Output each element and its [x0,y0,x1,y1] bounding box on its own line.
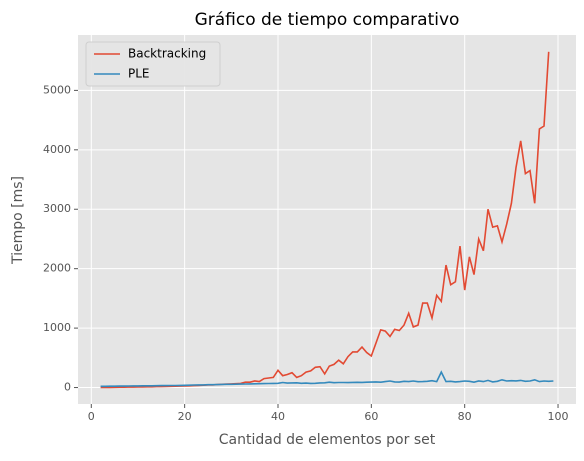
x-tick-label: 20 [178,410,192,423]
y-tick-label: 2000 [43,262,71,275]
x-tick-label: 40 [271,410,285,423]
plot-area [78,35,576,404]
y-tick-label: 4000 [43,143,71,156]
x-tick-label: 0 [88,410,95,423]
y-tick-label: 5000 [43,83,71,96]
legend-label: Backtracking [128,47,206,61]
y-tick-label: 1000 [43,321,71,334]
y-tick-label: 0 [64,381,71,394]
x-axis-label: Cantidad de elementos por set [219,432,436,448]
chart-title: Gráfico de tiempo comparativo [195,10,460,30]
y-axis-label: Tiempo [ms] [10,176,26,265]
x-tick-label: 100 [548,410,569,423]
x-tick-label: 60 [364,410,378,423]
line-series [100,370,554,388]
x-tick-label: 80 [458,410,472,423]
y-tick-label: 3000 [43,202,71,215]
legend-box [85,41,221,87]
legend-label: PLE [128,67,150,81]
